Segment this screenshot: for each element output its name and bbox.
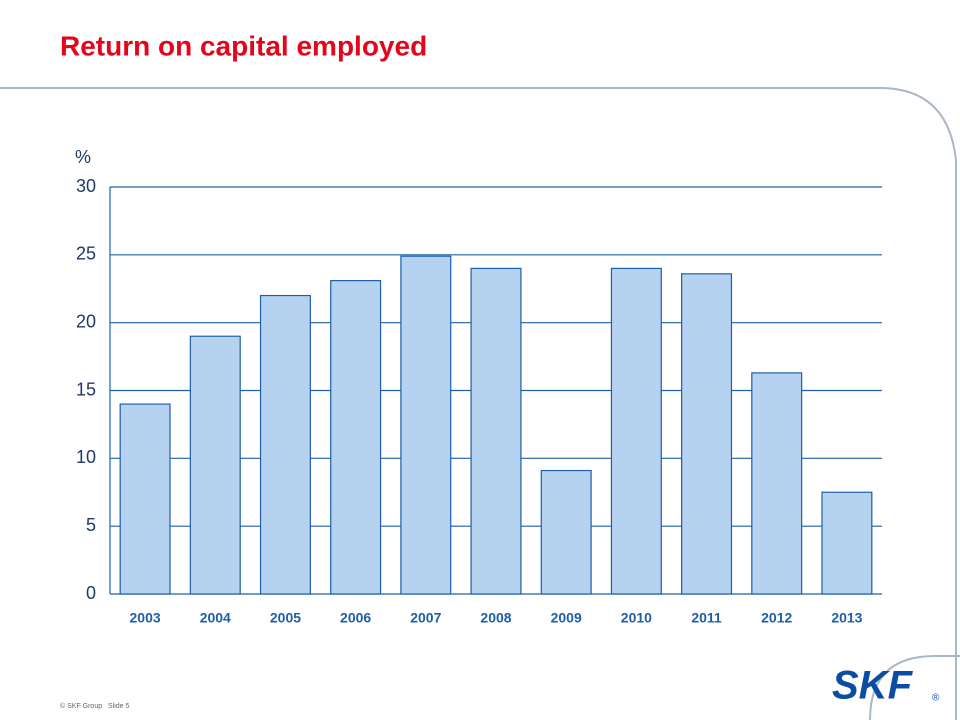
x-tick-label: 2004	[200, 610, 231, 626]
x-tick-label: 2007	[410, 610, 441, 626]
x-tick-label: 2012	[761, 610, 792, 626]
y-tick-label: 0	[86, 583, 96, 603]
bar	[330, 280, 382, 595]
y-tick-label: 25	[76, 244, 96, 264]
bar	[119, 403, 171, 595]
x-tick-label: 2011	[691, 610, 722, 626]
x-tick-label: 2003	[130, 610, 161, 626]
footer-curve	[869, 655, 960, 720]
x-tick-label: 2006	[340, 610, 371, 626]
bar	[610, 267, 662, 595]
bar	[470, 267, 522, 595]
bar	[821, 491, 873, 595]
y-tick-label: 10	[76, 447, 96, 467]
x-tick-label: 2013	[831, 610, 862, 626]
header-curve	[0, 87, 957, 720]
y-axis-label: %	[75, 147, 91, 167]
y-tick-label: 30	[76, 176, 96, 196]
footer-slide: Slide 5	[108, 703, 130, 710]
footer-copyright: © SKF Group	[60, 702, 102, 710]
logo-mark: ®	[932, 693, 940, 704]
bar	[259, 294, 311, 595]
bar	[540, 469, 592, 595]
x-tick-label: 2005	[270, 610, 301, 626]
bar	[400, 255, 452, 595]
logo: SKF	[832, 664, 914, 708]
bar	[751, 372, 803, 595]
bar	[189, 335, 241, 595]
chart-title: Return on capital employed	[60, 30, 427, 61]
bar	[681, 273, 733, 595]
y-tick-label: 15	[76, 379, 96, 399]
y-tick-label: 20	[76, 311, 96, 331]
plot: 0 5 10 15 20 25 30 2003 2004 2005 2006 2007 2008 2009…	[76, 176, 882, 626]
x-tick-label: 2009	[551, 610, 582, 626]
y-tick-label: 5	[86, 515, 96, 535]
x-tick-label: 2008	[480, 610, 511, 626]
x-tick-label: 2010	[621, 610, 652, 626]
